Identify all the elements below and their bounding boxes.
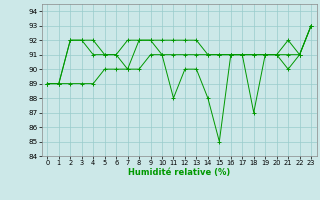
X-axis label: Humidité relative (%): Humidité relative (%) <box>128 168 230 177</box>
